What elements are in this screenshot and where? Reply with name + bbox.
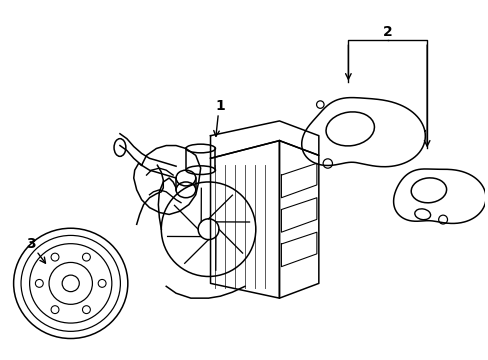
Text: 3: 3 — [26, 237, 36, 251]
Text: 1: 1 — [215, 99, 225, 113]
Text: 2: 2 — [382, 25, 392, 39]
